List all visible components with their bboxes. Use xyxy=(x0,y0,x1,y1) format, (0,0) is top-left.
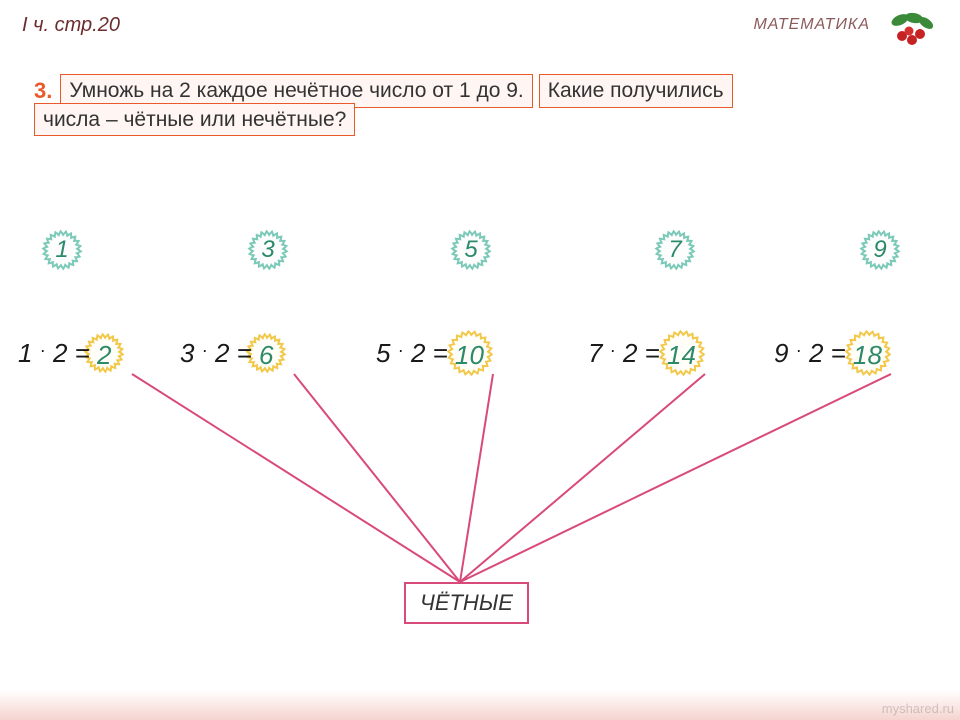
watermark: myshared.ru xyxy=(882,701,954,716)
equation: 9 · 2 = 18 xyxy=(774,338,882,371)
odd-badge: 7 xyxy=(653,228,697,272)
odd-badge: 3 xyxy=(246,228,290,272)
rowan-icon xyxy=(882,10,936,55)
result-badge: 6 xyxy=(259,340,273,371)
task-line-2: числа – чётные или нечётные? xyxy=(34,108,355,132)
result-badge: 10 xyxy=(455,340,484,371)
equation: 3 · 2 = 6 xyxy=(180,338,274,371)
result-badge: 2 xyxy=(97,340,111,371)
page-ref: I ч. стр.20 xyxy=(22,14,120,37)
equation: 5 · 2 = 10 xyxy=(376,338,484,371)
task-box-1b: Какие получились xyxy=(539,74,733,108)
odd-badge: 9 xyxy=(858,228,902,272)
equation: 7 · 2 = 14 xyxy=(588,338,696,371)
result-badge: 18 xyxy=(853,340,882,371)
equation: 1 · 2 = 2 xyxy=(18,338,112,371)
task-box-2: числа – чётные или нечётные? xyxy=(34,103,355,136)
odd-badge: 5 xyxy=(449,228,493,272)
odd-badge: 1 xyxy=(40,228,84,272)
task-number: 3. xyxy=(34,78,52,104)
result-label-box: ЧЁТНЫЕ xyxy=(404,582,529,624)
subject-label: МАТЕМАТИКА xyxy=(753,16,870,34)
footer-gradient xyxy=(0,690,960,720)
result-badge: 14 xyxy=(667,340,696,371)
